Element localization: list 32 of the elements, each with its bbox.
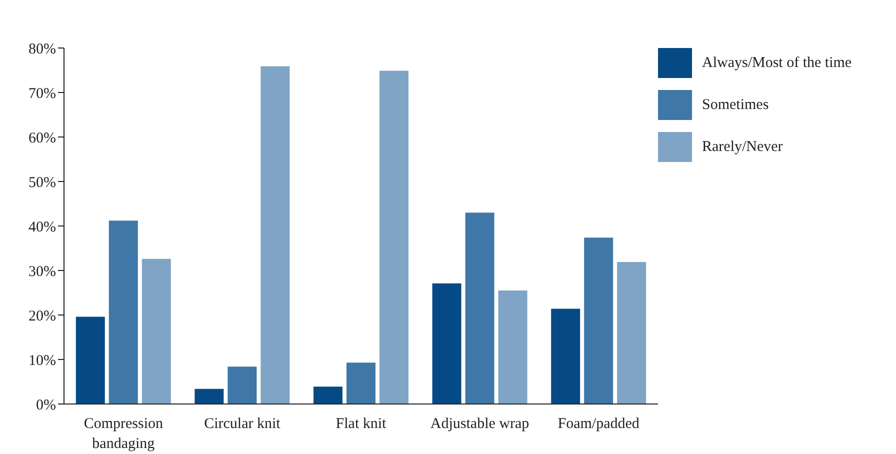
y-tick-label: 50%: [28, 174, 56, 191]
bar: [346, 362, 376, 404]
y-tick-label: 0%: [36, 397, 56, 414]
bar: [551, 308, 580, 404]
y-tick-label: 80%: [28, 41, 56, 58]
bar: [584, 238, 614, 404]
bar: [379, 70, 408, 404]
bar: [498, 290, 528, 404]
x-tick-label: Compression bandaging: [84, 416, 164, 452]
x-tick-label: Adjustable wrap: [430, 416, 530, 432]
legend-label: Rarely/Never: [702, 138, 783, 156]
bar: [432, 283, 462, 404]
y-tick-label: 10%: [28, 352, 56, 369]
bar: [76, 316, 105, 404]
bar: [465, 212, 494, 404]
bar: [313, 386, 342, 404]
y-tick-label: 60%: [28, 130, 56, 146]
x-tick-label: Foam/padded: [558, 416, 640, 432]
x-tick-label: Flat knit: [336, 416, 388, 432]
y-tick-label: 70%: [28, 86, 56, 102]
x-tick-label: Circular knit: [204, 416, 282, 432]
bar: [617, 262, 646, 404]
bar: [194, 388, 224, 404]
bar: [142, 258, 171, 404]
y-tick-label: 30%: [28, 264, 56, 280]
bar: [108, 220, 138, 404]
y-tick-label: 40%: [28, 219, 56, 236]
legend-label: Sometimes: [702, 96, 769, 114]
bar: [260, 66, 290, 404]
y-tick-label: 20%: [28, 308, 56, 324]
bar: [228, 366, 257, 404]
legend-label: Always/Most of the time: [702, 54, 852, 72]
